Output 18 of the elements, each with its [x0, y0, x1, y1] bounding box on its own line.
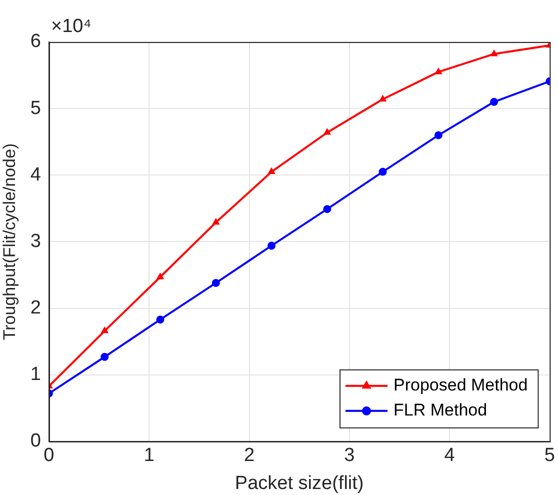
- y-tick-label: 2: [30, 298, 41, 318]
- y-axis-title: Troughput(Flit/cycle/node): [0, 143, 19, 340]
- y-tick-label: 0: [30, 430, 41, 452]
- text: ×10⁴: [50, 16, 92, 37]
- legend-label: Proposed Method: [394, 376, 528, 395]
- x-axis-title: Packet size(flit): [234, 472, 364, 494]
- x-tick-label: 4: [444, 445, 456, 466]
- x-tick-label: 5: [544, 445, 556, 466]
- y-tick-label: 5: [30, 98, 41, 119]
- x-tick-label: 0: [44, 445, 54, 466]
- x-tick-label: 1: [144, 445, 154, 466]
- y-tick-label: 4: [30, 164, 42, 186]
- x-tick-label: 2: [244, 445, 255, 466]
- y-tick-label: 1: [30, 364, 41, 386]
- legend-label: FLR Method: [394, 400, 488, 420]
- x-tick-label: 3: [344, 445, 355, 466]
- y-tick-label: 3: [30, 230, 41, 252]
- y-tick-label: 6: [30, 31, 41, 52]
